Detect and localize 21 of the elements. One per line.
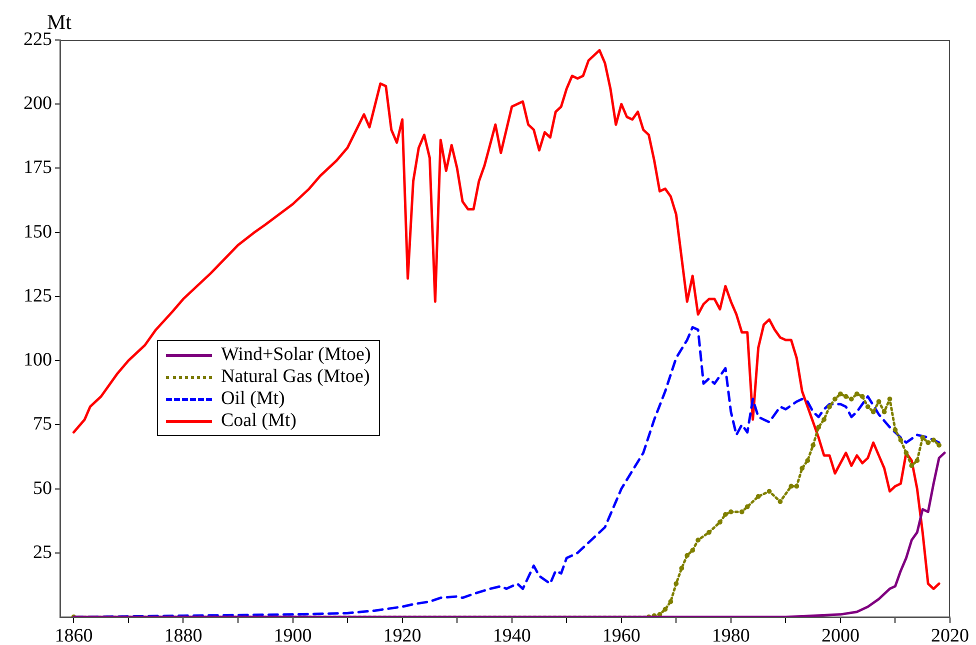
y-tick-label: 200: [24, 93, 52, 114]
y-tick-label: 50: [33, 478, 52, 499]
y-tick-label: 25: [33, 542, 52, 563]
x-tick-label: 1940: [492, 625, 531, 645]
x-tick-label: 1960: [602, 625, 640, 645]
x-tick-label: 2000: [821, 625, 860, 645]
x-tick-label: 2020: [931, 625, 969, 645]
y-tick-label: 150: [24, 221, 52, 242]
legend-label: Wind+Solar (Mtoe): [221, 344, 371, 366]
y-tick-label: 100: [24, 350, 52, 371]
legend-label: Coal (Mt): [221, 410, 296, 432]
x-tick-label: 1900: [274, 625, 312, 645]
x-tick-label: 1860: [54, 625, 93, 645]
x-tick-label: 1880: [164, 625, 202, 645]
legend-label: Natural Gas (Mtoe): [221, 366, 370, 388]
y-tick-label: 175: [24, 157, 52, 178]
y-tick-label: 125: [24, 285, 52, 306]
x-tick-label: 1980: [712, 625, 750, 645]
y-tick-label: 75: [33, 414, 52, 435]
legend-label: Oil (Mt): [221, 388, 285, 410]
x-tick-label: 1920: [383, 625, 422, 645]
